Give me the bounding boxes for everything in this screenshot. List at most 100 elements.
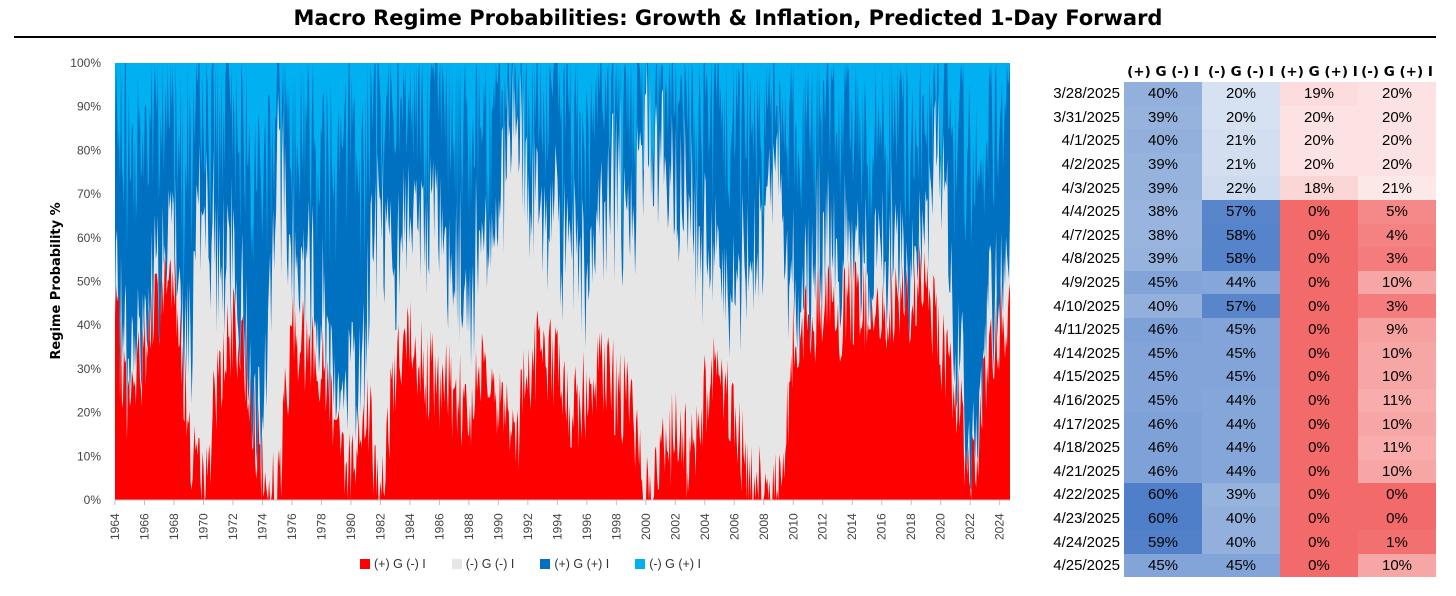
- cell-value: 10%: [1358, 459, 1436, 484]
- area-ng-ni: [115, 63, 1010, 500]
- chart-legend: (+) G (-) I (-) G (-) I (+) G (+) I (-) …: [360, 557, 701, 571]
- cell-value: 20%: [1280, 105, 1358, 130]
- cell-value: 39%: [1202, 483, 1280, 507]
- row-date: 4/17/2025: [1053, 415, 1120, 433]
- cell-value: 39%: [1124, 105, 1202, 130]
- cell-value: 46%: [1124, 435, 1202, 460]
- table-row: 3/28/2025 40% 20% 19% 20%: [1032, 82, 1436, 106]
- x-tick-label: 1974: [255, 513, 269, 540]
- y-tick-label: 100%: [70, 56, 101, 70]
- table-row: 4/9/2025 45% 44% 0% 10%: [1032, 270, 1436, 295]
- cell-value: 44%: [1202, 459, 1280, 484]
- cell-value: 39%: [1124, 152, 1202, 177]
- x-tick-label: 2012: [816, 513, 830, 540]
- y-tick-label: 80%: [77, 143, 101, 157]
- cell-value: 0%: [1280, 412, 1358, 436]
- table-body: 3/28/2025 40% 20% 19% 20% 3/31/2025 39% 20% 20% 2…: [1032, 82, 1436, 578]
- x-tick-label: 2022: [963, 513, 977, 540]
- x-tick-label: 1966: [137, 513, 151, 540]
- cell-value: 5%: [1358, 199, 1436, 224]
- regime-area-chart: 0%10%20%30%40%50%60%70%80%90%100% 1964 19…: [49, 56, 1010, 540]
- cell-value: 0%: [1280, 530, 1358, 554]
- table-row: 4/22/2025 60% 39% 0% 0%: [1032, 483, 1436, 507]
- cell-value: 40%: [1202, 530, 1280, 554]
- cell-value: 20%: [1202, 105, 1280, 130]
- x-tick-label: 2004: [698, 513, 712, 540]
- table-row: 4/11/2025 46% 45% 0% 9%: [1032, 317, 1436, 342]
- x-tick-label: 2000: [639, 513, 653, 540]
- y-tick-label: 90%: [77, 100, 101, 114]
- row-date: 4/11/2025: [1054, 321, 1120, 339]
- cell-value: 57%: [1202, 294, 1280, 318]
- table-row: 4/17/2025 46% 44% 0% 10%: [1032, 412, 1436, 436]
- x-tick-label: 1968: [167, 513, 181, 540]
- table-row: 4/16/2025 45% 44% 0% 11%: [1032, 388, 1436, 413]
- x-tick-label: 2018: [904, 513, 918, 540]
- legend-label: (+) G (-) I: [374, 557, 426, 571]
- table-row: 4/25/2025 45% 45% 0% 10%: [1032, 553, 1436, 578]
- cell-value: 0%: [1280, 483, 1358, 507]
- cell-value: 45%: [1124, 553, 1202, 578]
- cell-value: 18%: [1280, 176, 1358, 200]
- cell-value: 20%: [1358, 105, 1436, 130]
- cell-value: 20%: [1358, 129, 1436, 153]
- cell-value: 0%: [1280, 506, 1358, 531]
- x-tick-label: 1972: [226, 513, 240, 540]
- cell-value: 20%: [1358, 152, 1436, 177]
- cell-value: 45%: [1202, 553, 1280, 578]
- x-tick-label: 1970: [196, 513, 210, 540]
- legend-label: (+) G (+) I: [554, 557, 610, 571]
- cell-value: 46%: [1124, 317, 1202, 342]
- table-row: 4/2/2025 39% 21% 20% 20%: [1032, 152, 1436, 177]
- legend-swatch-gray: [451, 559, 462, 569]
- legend-label: (-) G (+) I: [649, 557, 701, 571]
- cell-value: 0%: [1280, 270, 1358, 295]
- cell-value: 44%: [1202, 270, 1280, 295]
- table-row: 4/1/2025 40% 21% 20% 20%: [1032, 129, 1436, 153]
- y-tick-label: 60%: [77, 231, 101, 245]
- chart-title: Macro Regime Probabilities: Growth & Inf…: [293, 6, 1163, 30]
- cell-value: 0%: [1280, 459, 1358, 484]
- cell-value: 21%: [1202, 129, 1280, 153]
- cell-value: 20%: [1280, 152, 1358, 177]
- legend-item: (+) G (-) I: [360, 557, 426, 571]
- cell-value: 40%: [1124, 294, 1202, 318]
- x-tick-label: 1992: [521, 513, 535, 540]
- x-tick-label: 1976: [285, 513, 299, 540]
- cell-value: 45%: [1202, 317, 1280, 342]
- row-date: 3/28/2025: [1053, 85, 1120, 103]
- legend-item: (-) G (+) I: [635, 557, 701, 571]
- table-row: 3/31/2025 39% 20% 20% 20%: [1032, 105, 1436, 130]
- x-tick-label: 1996: [580, 513, 594, 540]
- cell-value: 58%: [1202, 247, 1280, 271]
- cell-value: 3%: [1358, 247, 1436, 271]
- y-axis: 0% 10% 20% 30% 40% 50% 60% 70% 80% 90% 100%: [70, 56, 101, 507]
- cell-value: 11%: [1358, 435, 1436, 460]
- x-tick-label: 1980: [344, 513, 358, 540]
- cell-value: 0%: [1358, 506, 1436, 531]
- x-tick-label: 2002: [668, 513, 682, 540]
- table-row: 4/21/2025 46% 44% 0% 10%: [1032, 459, 1436, 484]
- cell-value: 0%: [1280, 199, 1358, 224]
- table-header-row: (+) G (-) I (-) G (-) I (+) G (+) I (-) …: [1032, 56, 1436, 82]
- cell-value: 60%: [1124, 506, 1202, 531]
- cell-value: 59%: [1124, 530, 1202, 554]
- cell-value: 1%: [1358, 530, 1436, 554]
- cell-value: 11%: [1358, 388, 1436, 413]
- x-tick-label: 1994: [550, 513, 564, 540]
- x-tick-label: 1984: [403, 513, 417, 540]
- cell-value: 44%: [1202, 435, 1280, 460]
- y-tick-label: 10%: [77, 449, 101, 463]
- table-row: 4/3/2025 39% 22% 18% 21%: [1032, 176, 1436, 200]
- cell-value: 57%: [1202, 199, 1280, 224]
- column-header: (+) G (-) I: [1127, 64, 1199, 80]
- cell-value: 58%: [1202, 223, 1280, 248]
- row-date: 4/2/2025: [1061, 156, 1120, 174]
- cell-value: 40%: [1124, 82, 1202, 106]
- cell-value: 0%: [1280, 365, 1358, 389]
- row-date: 4/18/2025: [1053, 439, 1120, 457]
- cell-value: 0%: [1280, 553, 1358, 578]
- cell-value: 0%: [1280, 388, 1358, 413]
- date-column-header: [1032, 56, 1124, 82]
- cell-value: 60%: [1124, 483, 1202, 507]
